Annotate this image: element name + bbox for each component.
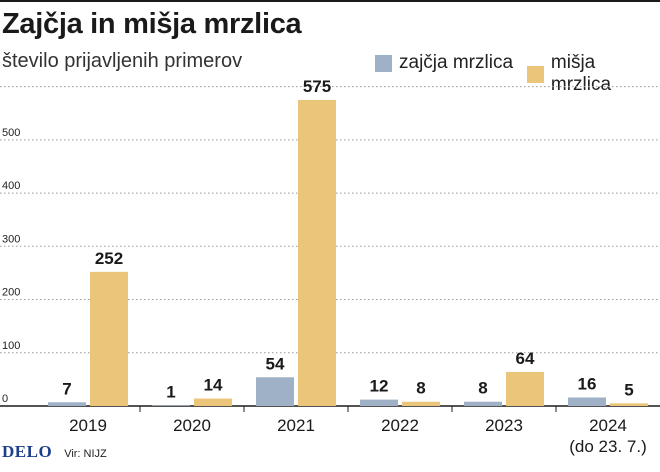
bar-zajcja-2021 <box>256 377 294 406</box>
y-tick-label-0: 0 <box>2 393 8 405</box>
data-label-misja-2022: 8 <box>416 379 425 398</box>
source-note: Vir: NIJZ <box>64 448 107 460</box>
bar-misja-2023 <box>506 371 544 406</box>
y-tick-label-400: 400 <box>2 180 20 192</box>
bar-zajcja-2022 <box>360 399 398 406</box>
legend-label-zajcja: zajčja mrzlica <box>399 52 514 73</box>
chart-subtitle: število prijavljenih primerov <box>2 50 243 72</box>
bar-misja-2019 <box>90 271 128 406</box>
bar-misja-2024 <box>610 403 648 406</box>
data-label-misja-2024: 5 <box>624 380 633 399</box>
bar-zajcja-2019 <box>48 402 86 406</box>
bar-zajcja-2020 <box>152 405 190 406</box>
x-tick-label-2020: 2020 <box>173 416 211 435</box>
legend-item-zajcja: zajčja mrzlica <box>375 52 513 74</box>
bar-zajcja-2023 <box>464 401 502 406</box>
data-label-misja-2023: 64 <box>516 349 535 368</box>
y-tick-label-200: 200 <box>2 287 20 299</box>
x-tick-label-2022: 2022 <box>381 416 419 435</box>
x-tick-label-2019: 2019 <box>69 416 107 435</box>
bar-zajcja-2024 <box>568 397 606 406</box>
data-label-misja-2021: 575 <box>303 77 331 96</box>
bar-misja-2021 <box>298 99 336 407</box>
data-label-misja-2020: 14 <box>204 376 223 395</box>
bar-misja-2020 <box>194 398 232 406</box>
y-tick-label-500: 500 <box>2 127 20 139</box>
data-label-zajcja-2021: 54 <box>266 354 285 373</box>
data-label-zajcja-2022: 12 <box>370 377 389 396</box>
delo-logo: DELO <box>2 442 53 461</box>
chart-title: Zajčja in mišja mrzlica <box>2 8 302 40</box>
y-tick-label-300: 300 <box>2 233 20 245</box>
legend-item-misja: mišja mrzlica <box>527 52 660 96</box>
legend-swatch-misja <box>527 65 544 83</box>
x-tick-sublabel-2024: (do 23. 7.) <box>569 437 647 456</box>
x-tick-label-2023: 2023 <box>485 416 523 435</box>
data-label-zajcja-2020: 1 <box>166 382 175 401</box>
data-label-misja-2019: 252 <box>95 249 123 268</box>
data-label-zajcja-2019: 7 <box>62 379 71 398</box>
footer: DELO Vir: NIJZ <box>2 442 107 462</box>
legend-swatch-zajcja <box>375 54 392 72</box>
y-tick-label-100: 100 <box>2 340 20 352</box>
data-label-zajcja-2024: 16 <box>578 374 597 393</box>
data-label-zajcja-2023: 8 <box>478 379 487 398</box>
bar-misja-2022 <box>402 401 440 406</box>
x-tick-label-2024: 2024 <box>589 416 627 435</box>
top-rule <box>0 0 660 2</box>
legend-label-misja: mišja mrzlica <box>550 52 612 95</box>
x-tick-label-2021: 2021 <box>277 416 315 435</box>
